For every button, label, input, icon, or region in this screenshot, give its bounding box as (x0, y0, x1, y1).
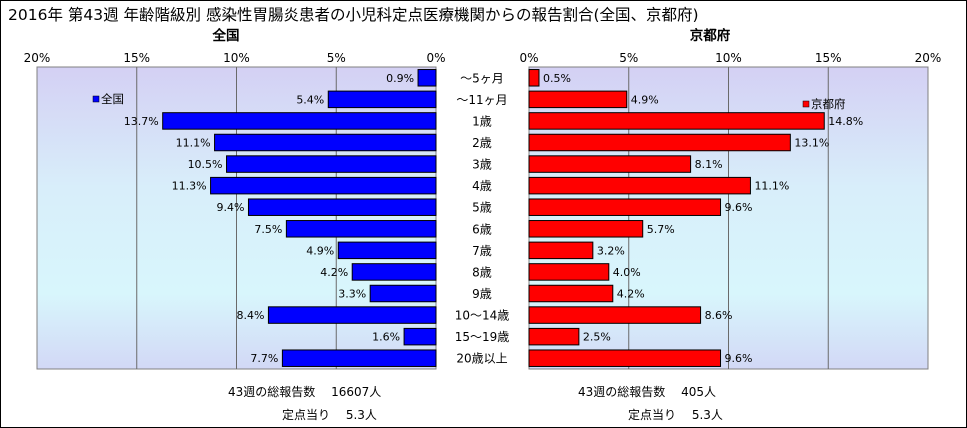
left-data-label: 7.5% (254, 223, 282, 236)
left-panel-title: 全国 (212, 27, 240, 44)
category-label: 20歳以上 (456, 352, 507, 366)
right-bar (528, 306, 702, 324)
category-label: 8歳 (472, 265, 492, 279)
right-bar (528, 198, 722, 216)
right-bar (528, 90, 628, 109)
left-bar (369, 284, 437, 303)
right-bar (528, 112, 825, 130)
right-total-reports: 43週の総報告数 405人 (578, 385, 716, 399)
left-bar (247, 198, 437, 216)
left-data-label: 0.9% (386, 72, 414, 85)
right-bar (528, 155, 692, 173)
left-bar (403, 327, 437, 346)
left-tick-label: 15% (123, 51, 150, 65)
left-legend-swatch (92, 95, 100, 103)
left-per-site: 定点当り 5.3人 (282, 408, 377, 422)
category-label: 3歳 (472, 158, 492, 172)
right-tick-label: 10% (715, 51, 742, 65)
right-tick-label: 5% (619, 51, 638, 65)
right-data-label: 11.1% (754, 180, 789, 193)
right-bar (528, 349, 722, 367)
category-label: 10～14歳 (455, 309, 510, 323)
left-data-label: 7.7% (250, 352, 278, 365)
left-tick-label: 5% (327, 51, 346, 65)
right-tick-label: 15% (815, 51, 842, 65)
left-data-label: 4.2% (320, 266, 348, 279)
category-label: 1歳 (472, 114, 492, 128)
left-data-label: 5.4% (296, 93, 324, 106)
left-bar (214, 133, 437, 152)
left-data-label: 10.5% (188, 158, 223, 171)
left-data-label: 13.7% (124, 115, 159, 128)
left-total-reports: 43週の総報告数 16607人 (228, 385, 382, 399)
category-label: 9歳 (472, 287, 492, 301)
right-bar (528, 241, 594, 260)
left-tick-label: 0% (426, 51, 445, 65)
left-data-label: 9.4% (217, 201, 245, 214)
left-legend-label: 全国 (101, 92, 124, 106)
right-data-label: 4.0% (613, 266, 641, 279)
left-bar (285, 220, 437, 238)
left-data-label: 4.9% (306, 244, 334, 257)
category-label: ～5ヶ月 (460, 71, 504, 85)
right-data-label: 2.5% (583, 331, 611, 344)
right-data-label: 9.6% (725, 201, 753, 214)
right-tick-label: 0% (519, 51, 538, 65)
left-bar (267, 306, 437, 324)
category-label: ～11ヶ月 (456, 93, 507, 107)
right-data-label: 14.8% (828, 115, 863, 128)
right-data-label: 0.5% (543, 72, 571, 85)
category-label: 2歳 (472, 136, 492, 150)
left-bar (337, 241, 437, 260)
left-bar (226, 155, 437, 173)
right-legend-label: 京都府 (811, 97, 846, 111)
left-bar (281, 349, 437, 367)
left-bar (351, 263, 437, 281)
chart-title: 2016年 第43週 年齢階級別 感染性胃腸炎患者の小児科定点医療機関からの報告… (8, 6, 699, 24)
left-bar (417, 69, 437, 87)
left-data-label: 8.4% (236, 309, 264, 322)
left-tick-label: 20% (24, 51, 51, 65)
right-data-label: 9.6% (725, 352, 753, 365)
right-legend-swatch (802, 100, 810, 108)
left-tick-label: 10% (223, 51, 250, 65)
right-data-label: 5.7% (647, 223, 675, 236)
right-data-label: 4.9% (631, 93, 659, 106)
category-label: 5歳 (472, 201, 492, 215)
right-bar (528, 284, 614, 303)
right-bar (528, 263, 610, 281)
right-panel-title: 京都府 (690, 27, 731, 44)
right-data-label: 8.6% (705, 309, 733, 322)
left-bar (210, 176, 437, 195)
right-bar (528, 327, 580, 346)
category-label: 6歳 (472, 222, 492, 236)
left-data-label: 3.3% (338, 288, 366, 301)
left-bar (327, 90, 437, 109)
left-data-label: 1.6% (372, 331, 400, 344)
right-data-label: 4.2% (617, 288, 645, 301)
right-bar (528, 176, 751, 195)
category-label: 4歳 (472, 179, 492, 193)
right-data-label: 8.1% (695, 158, 723, 171)
right-bar (528, 69, 540, 87)
right-data-label: 13.1% (794, 137, 829, 150)
right-tick-label: 20% (915, 51, 942, 65)
category-label: 7歳 (472, 244, 492, 258)
left-data-label: 11.3% (172, 180, 207, 193)
right-per-site: 定点当り 5.3人 (628, 408, 723, 422)
category-label: 15～19歳 (455, 330, 510, 344)
right-bar (528, 133, 791, 152)
right-data-label: 3.2% (597, 244, 625, 257)
left-bar (162, 112, 437, 130)
left-data-label: 11.1% (176, 137, 211, 150)
right-bar (528, 220, 644, 238)
